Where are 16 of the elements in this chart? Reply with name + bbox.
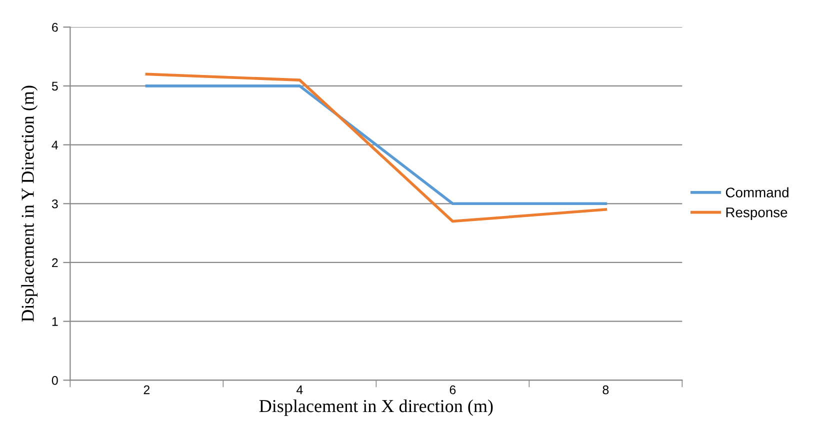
y-axis-title: Displacement in Y Direction (m) (21, 86, 38, 322)
y-tick-label: 0 (52, 376, 58, 385)
x-tick-label: 2 (144, 385, 150, 394)
x-tick-label: 8 (602, 385, 609, 394)
legend-label: Response (726, 208, 788, 220)
line-series (145, 72, 608, 223)
y-tick-label: 2 (52, 258, 58, 268)
x-axis-title: Displacement in X direction (m) (259, 399, 493, 416)
legend-label: Command (726, 187, 788, 198)
y-tick-label: 6 (52, 22, 58, 32)
x-tick-label: 4 (296, 386, 303, 394)
y-tick-label: 3 (52, 199, 58, 208)
y-tick-label: 5 (52, 82, 58, 91)
y-tick-label: 4 (52, 140, 58, 150)
y-tick-label: 1 (52, 317, 58, 326)
x-tick-label: 6 (450, 385, 456, 394)
